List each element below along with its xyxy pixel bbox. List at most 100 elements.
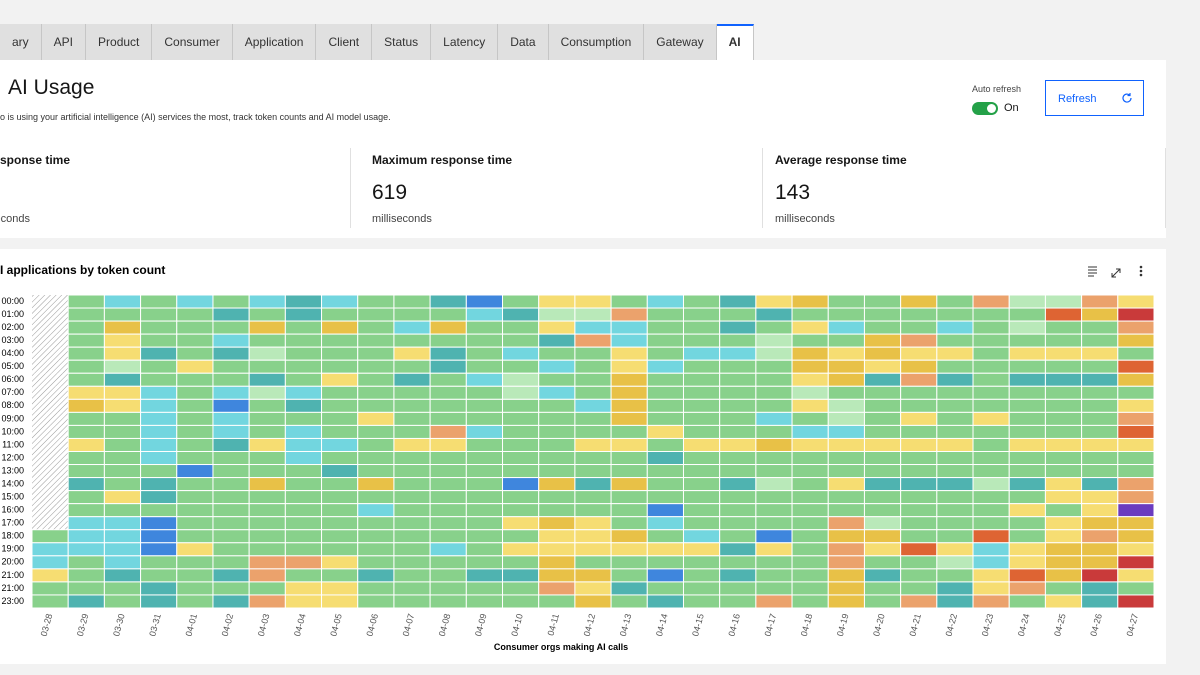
heatmap-cell (900, 516, 938, 531)
heatmap-cell (755, 542, 793, 557)
heatmap-cell (972, 464, 1010, 479)
heatmap-cell (682, 477, 721, 492)
no-data-cell (32, 295, 69, 309)
y-tick-label: 09:00 (1, 413, 24, 423)
tab[interactable]: Consumption (548, 24, 645, 60)
tab[interactable]: Latency (431, 24, 499, 60)
heatmap-cell (1117, 424, 1155, 439)
heatmap-cell (1008, 320, 1046, 335)
tab[interactable]: ary (0, 24, 42, 60)
heatmap-cell (827, 529, 865, 544)
heatmap-cell (791, 398, 829, 413)
heatmap-cell (321, 503, 359, 518)
heatmap-cell (574, 411, 612, 426)
heatmap-cell (610, 424, 648, 439)
heatmap-cell (972, 451, 1010, 466)
heatmap-cell (682, 555, 721, 570)
heatmap-cell (140, 346, 178, 361)
heatmap-cell (972, 581, 1010, 596)
heatmap-cell (502, 568, 540, 583)
heatmap-cell (1081, 516, 1119, 531)
heatmap-cell (1008, 411, 1046, 426)
heatmap-cell (103, 294, 142, 309)
heatmap-cell (212, 307, 250, 322)
heatmap-cell (610, 477, 648, 492)
tab[interactable]: Client (316, 24, 373, 60)
heatmap-cell (321, 294, 359, 309)
tab[interactable]: Application (232, 24, 317, 60)
heatmap-cell (863, 411, 902, 426)
heatmap-cell (1081, 594, 1119, 609)
heatmap-cell (502, 294, 540, 309)
heatmap-cell (863, 568, 902, 583)
heatmap-cell (248, 477, 286, 492)
heatmap-cell (646, 503, 684, 518)
heatmap-cell (212, 555, 250, 570)
heatmap-cell (67, 398, 105, 413)
x-tick-label: 04-04 (292, 613, 308, 638)
heatmap-cell (321, 437, 359, 452)
heatmap-cell (103, 464, 142, 479)
tab[interactable]: AI (716, 24, 754, 60)
heatmap-cell (357, 529, 395, 544)
heatmap-cell (212, 581, 250, 596)
heatmap-cell (103, 477, 142, 492)
tab[interactable]: Product (86, 24, 153, 60)
heatmap-cell (393, 346, 431, 361)
toolbar-icons[interactable] (1088, 265, 1143, 278)
heatmap-cell (67, 359, 105, 374)
heatmap-cell (900, 542, 938, 557)
tab[interactable]: Status (372, 24, 432, 60)
x-tick-label: 04-05 (328, 613, 344, 638)
heatmap-cell (1117, 503, 1155, 518)
heatmap-cell (1008, 529, 1046, 544)
heatmap-cell (610, 333, 648, 348)
heatmap-cell (248, 411, 286, 426)
heatmap-cell (1117, 516, 1155, 531)
x-tick-label: 04-16 (726, 613, 742, 638)
heatmap-cell (393, 529, 431, 544)
heatmap-cell (827, 359, 865, 374)
heatmap-cell (863, 555, 902, 570)
heatmap-cell (863, 398, 902, 413)
heatmap-cell (863, 359, 902, 374)
tab[interactable]: Data (498, 24, 549, 60)
heatmap-cell (393, 385, 431, 400)
metric-value: 619 (372, 181, 408, 204)
heatmap-cell (284, 385, 323, 400)
heatmap-cell (284, 437, 323, 452)
heatmap-cell (248, 346, 286, 361)
heatmap-cell (357, 568, 395, 583)
heatmap-cell (357, 490, 395, 505)
heatmap-cell (1044, 503, 1083, 518)
heatmap-cell (863, 385, 902, 400)
heatmap-cell (863, 437, 902, 452)
heatmap-cell (248, 333, 286, 348)
heatmap-cell (827, 490, 865, 505)
tab[interactable]: Gateway (644, 24, 717, 60)
heatmap-cell (755, 372, 793, 387)
heatmap-cell (284, 411, 323, 426)
x-tick-label: 03-31 (147, 613, 163, 638)
heatmap-cell (176, 333, 214, 348)
heatmap-cell (103, 594, 142, 609)
heatmap-cell (791, 464, 829, 479)
heatmap-cell (357, 437, 395, 452)
heatmap-cell (140, 477, 178, 492)
heatmap-cell (755, 307, 793, 322)
heatmap-cell (284, 372, 323, 387)
heatmap-cell (827, 320, 865, 335)
refresh-button[interactable]: Refresh (1045, 80, 1144, 116)
heatmap-cell (103, 372, 142, 387)
heatmap-cell (574, 594, 612, 609)
heatmap-cell (646, 307, 684, 322)
heatmap-cell (719, 398, 757, 413)
tab[interactable]: API (41, 24, 87, 60)
toggle[interactable] (972, 102, 998, 115)
tab[interactable]: Consumer (152, 24, 233, 60)
heatmap-cell (212, 542, 250, 557)
heatmap-cell (863, 307, 902, 322)
heatmap-cell (212, 385, 250, 400)
heatmap-cell (176, 398, 214, 413)
heatmap-cell (1081, 424, 1119, 439)
